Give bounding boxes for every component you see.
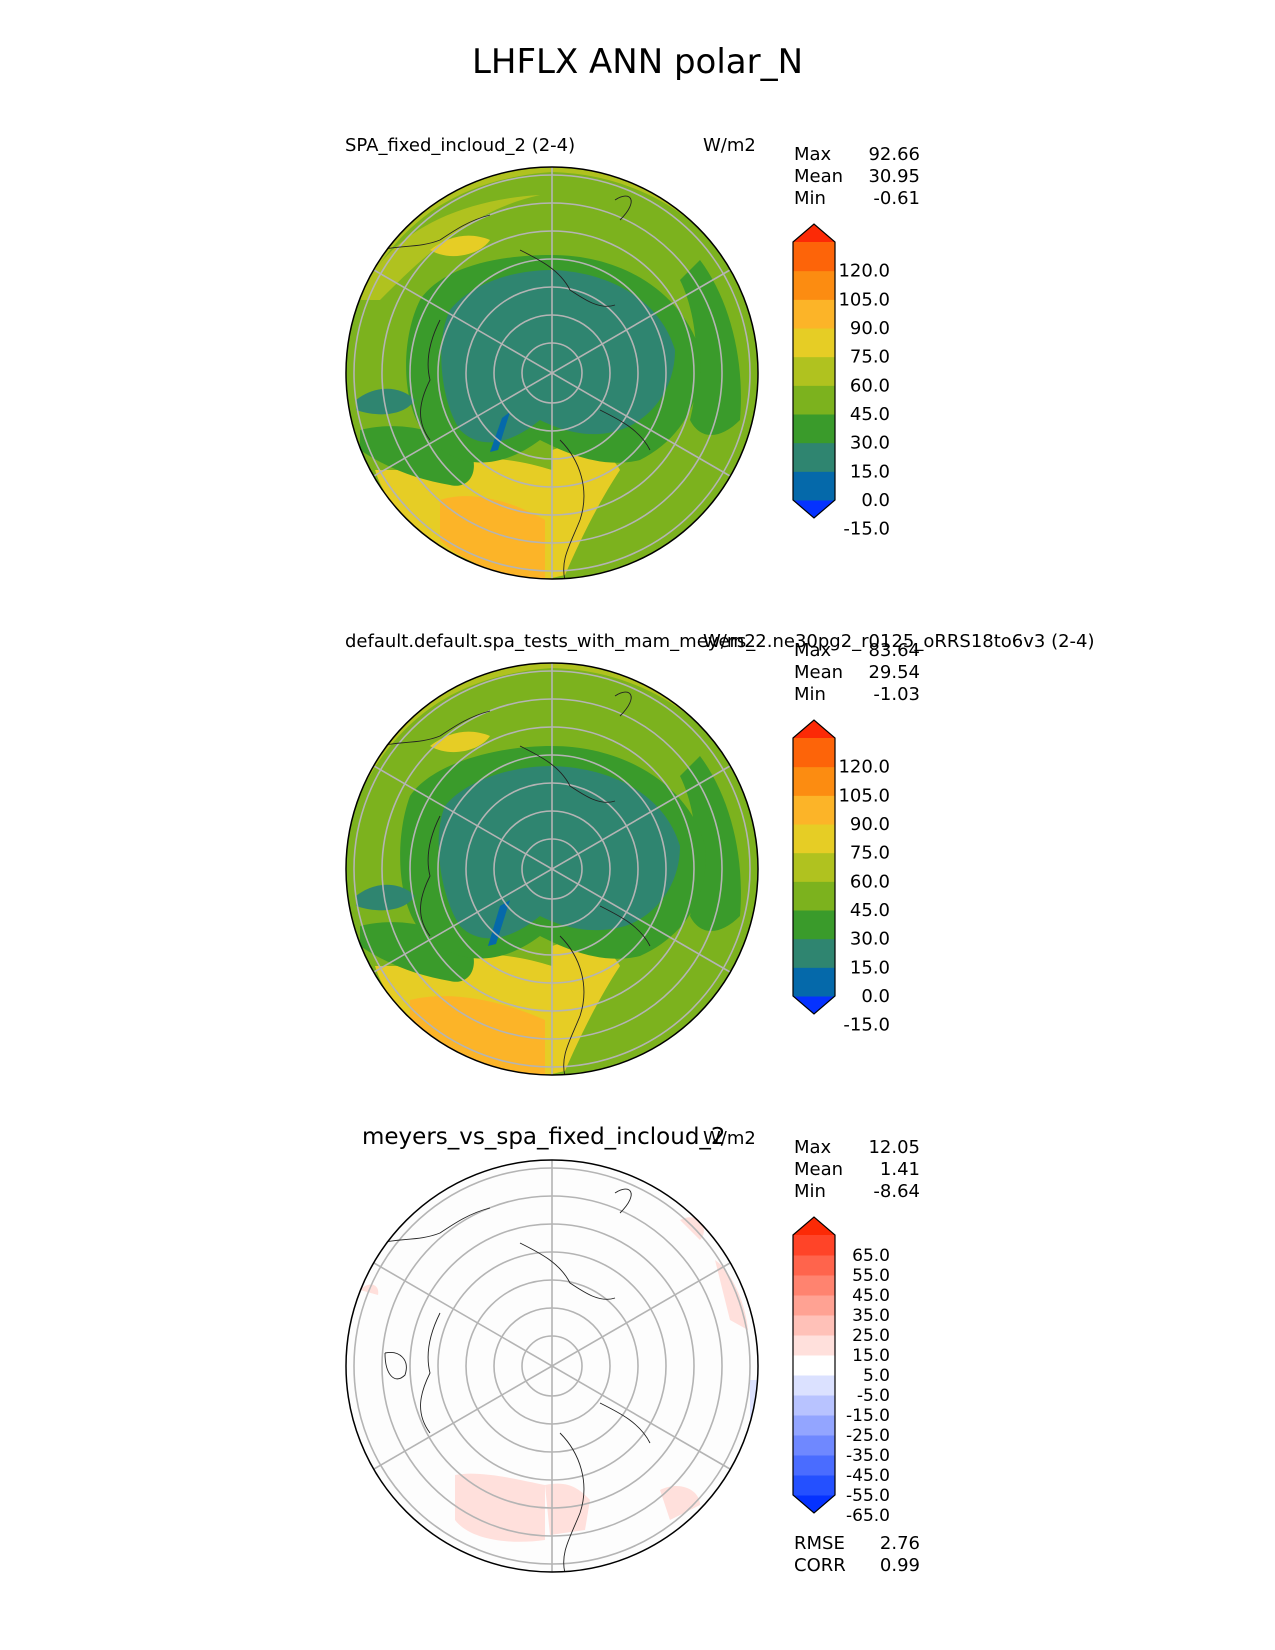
colorbar-tick-label: -45.0 [846, 1466, 890, 1486]
colorbar-tick-label: -5.0 [857, 1386, 890, 1406]
colorbar-bin [793, 881, 835, 911]
panel2-map [346, 663, 758, 1075]
colorbar-bin [793, 1475, 835, 1496]
colorbar-tick-label: 90.0 [850, 814, 890, 835]
colorbar-tick-label: 30.0 [850, 433, 890, 454]
colorbar-bin [793, 328, 835, 358]
panel3-colorbar: 65.055.045.035.025.015.05.0-5.0-15.0-25.… [792, 1216, 890, 1526]
colorbar-tick-label: 45.0 [850, 900, 890, 921]
colorbar-bin [793, 242, 835, 272]
colorbar-tick-label: 105.0 [838, 785, 890, 806]
colorbar-tick-label: 35.0 [852, 1306, 890, 1326]
colorbar-bin [793, 471, 835, 501]
figure-title: LHFLX ANN polar_N [471, 42, 804, 82]
colorbar-tick-label: -55.0 [846, 1486, 890, 1506]
colorbar-outline [792, 719, 836, 1015]
colorbar-tick-label: 55.0 [852, 1266, 890, 1286]
panel2-stats: Max 83.64 Mean 29.54 Min -1.03 [794, 640, 920, 705]
colorbar-tick-label: 90.0 [850, 318, 890, 339]
colorbar-bin [793, 766, 835, 796]
panel3-map [346, 1160, 758, 1572]
colorbar-tick-label: -15.0 [843, 519, 890, 540]
colorbar-tick-label: 60.0 [850, 375, 890, 396]
colorbar-tick-label: 75.0 [850, 843, 890, 864]
colorbar-tick-label: -65.0 [846, 1506, 890, 1526]
colorbar-bin [793, 1355, 835, 1376]
colorbar-bin [793, 738, 835, 768]
panel3-metrics: RMSE 2.76 CORR 0.99 [794, 1533, 920, 1576]
colorbar-tick-label: 120.0 [838, 261, 890, 282]
panel1-stats: Max 92.66 Mean 30.95 Min -0.61 [794, 144, 920, 209]
colorbar-extend-min [793, 1495, 835, 1513]
panel1-map-border [345, 166, 759, 580]
colorbar-bin [793, 1415, 835, 1436]
colorbar-bin [793, 824, 835, 854]
panel1-colorbar: 120.0 105.0 90.0 75.0 60.0 45.0 30.0 15.0 0.0 -15… [792, 223, 890, 540]
panel3-units: W/m2 [703, 1128, 756, 1149]
colorbar-bin [793, 1335, 835, 1356]
colorbar-extend-min [793, 996, 835, 1014]
panel2-title: default.default.spa_tests_with_mam_meyer… [345, 631, 1095, 652]
panel2-colorbar: 120.0 105.0 90.0 75.0 60.0 45.0 30.0 15.0 0.0 -15… [792, 719, 890, 1036]
colorbar-tick-label: 0.0 [861, 986, 890, 1007]
colorbar-tick-label: -25.0 [846, 1426, 890, 1446]
colorbar-bin [793, 270, 835, 300]
colorbar-extend-max [793, 224, 835, 242]
colorbar-bin [793, 1295, 835, 1316]
colorbar-extend-max [793, 1217, 835, 1235]
colorbar-bin [793, 442, 835, 472]
panel2-map-border [345, 662, 759, 1076]
panel3-stats: Max 12.05 Mean 1.41 Min -8.64 [794, 1137, 920, 1202]
colorbar-tick-label: 0.0 [861, 490, 890, 511]
panel3-title: meyers_vs_spa_fixed_incloud_2 [362, 1124, 726, 1150]
colorbar-tick-label: 105.0 [838, 289, 890, 310]
colorbar-bin [793, 1395, 835, 1416]
colorbar-bin [793, 414, 835, 444]
colorbar-tick-label: 15.0 [852, 1346, 890, 1366]
colorbar-outline [792, 1216, 836, 1514]
colorbar-bin [793, 1455, 835, 1476]
colorbar-bin [793, 852, 835, 882]
colorbar-tick-label: 45.0 [852, 1286, 890, 1306]
colorbar-tick-label: 25.0 [852, 1326, 890, 1346]
colorbar-extend-min [793, 500, 835, 518]
colorbar-tick-label: 45.0 [850, 404, 890, 425]
colorbar-bin [793, 356, 835, 386]
panel1-units: W/m2 [703, 135, 756, 156]
colorbar-bin [793, 1375, 835, 1396]
panel3-map-border [345, 1159, 759, 1573]
colorbar-tick-label: -15.0 [843, 1015, 890, 1036]
colorbar-tick-label: -15.0 [846, 1406, 890, 1426]
panel2-units: W/m2 [703, 631, 756, 652]
colorbar-bin [793, 1315, 835, 1336]
panel1-map [346, 167, 758, 579]
panel1-title: SPA_fixed_incloud_2 (2-4) [345, 135, 576, 156]
colorbar-bin [793, 910, 835, 940]
colorbar-tick-label: 60.0 [850, 871, 890, 892]
colorbar-tick-label: -35.0 [846, 1446, 890, 1466]
colorbar-bin [793, 1275, 835, 1296]
colorbar-bin [793, 1255, 835, 1276]
colorbar-tick-label: 30.0 [850, 929, 890, 950]
colorbar-outline [792, 223, 836, 519]
colorbar-tick-label: 15.0 [850, 957, 890, 978]
colorbar-bin [793, 385, 835, 415]
colorbar-bin [793, 1435, 835, 1456]
colorbar-bin [793, 299, 835, 329]
colorbar-tick-label: 5.0 [863, 1366, 890, 1386]
colorbar-tick-label: 120.0 [838, 757, 890, 778]
colorbar-extend-max [793, 720, 835, 738]
colorbar-bin [793, 967, 835, 997]
colorbar-tick-label: 65.0 [852, 1246, 890, 1266]
colorbar-tick-label: 15.0 [850, 461, 890, 482]
colorbar-tick-label: 75.0 [850, 347, 890, 368]
colorbar-bin [793, 938, 835, 968]
colorbar-bin [793, 1235, 835, 1256]
colorbar-bin [793, 795, 835, 825]
